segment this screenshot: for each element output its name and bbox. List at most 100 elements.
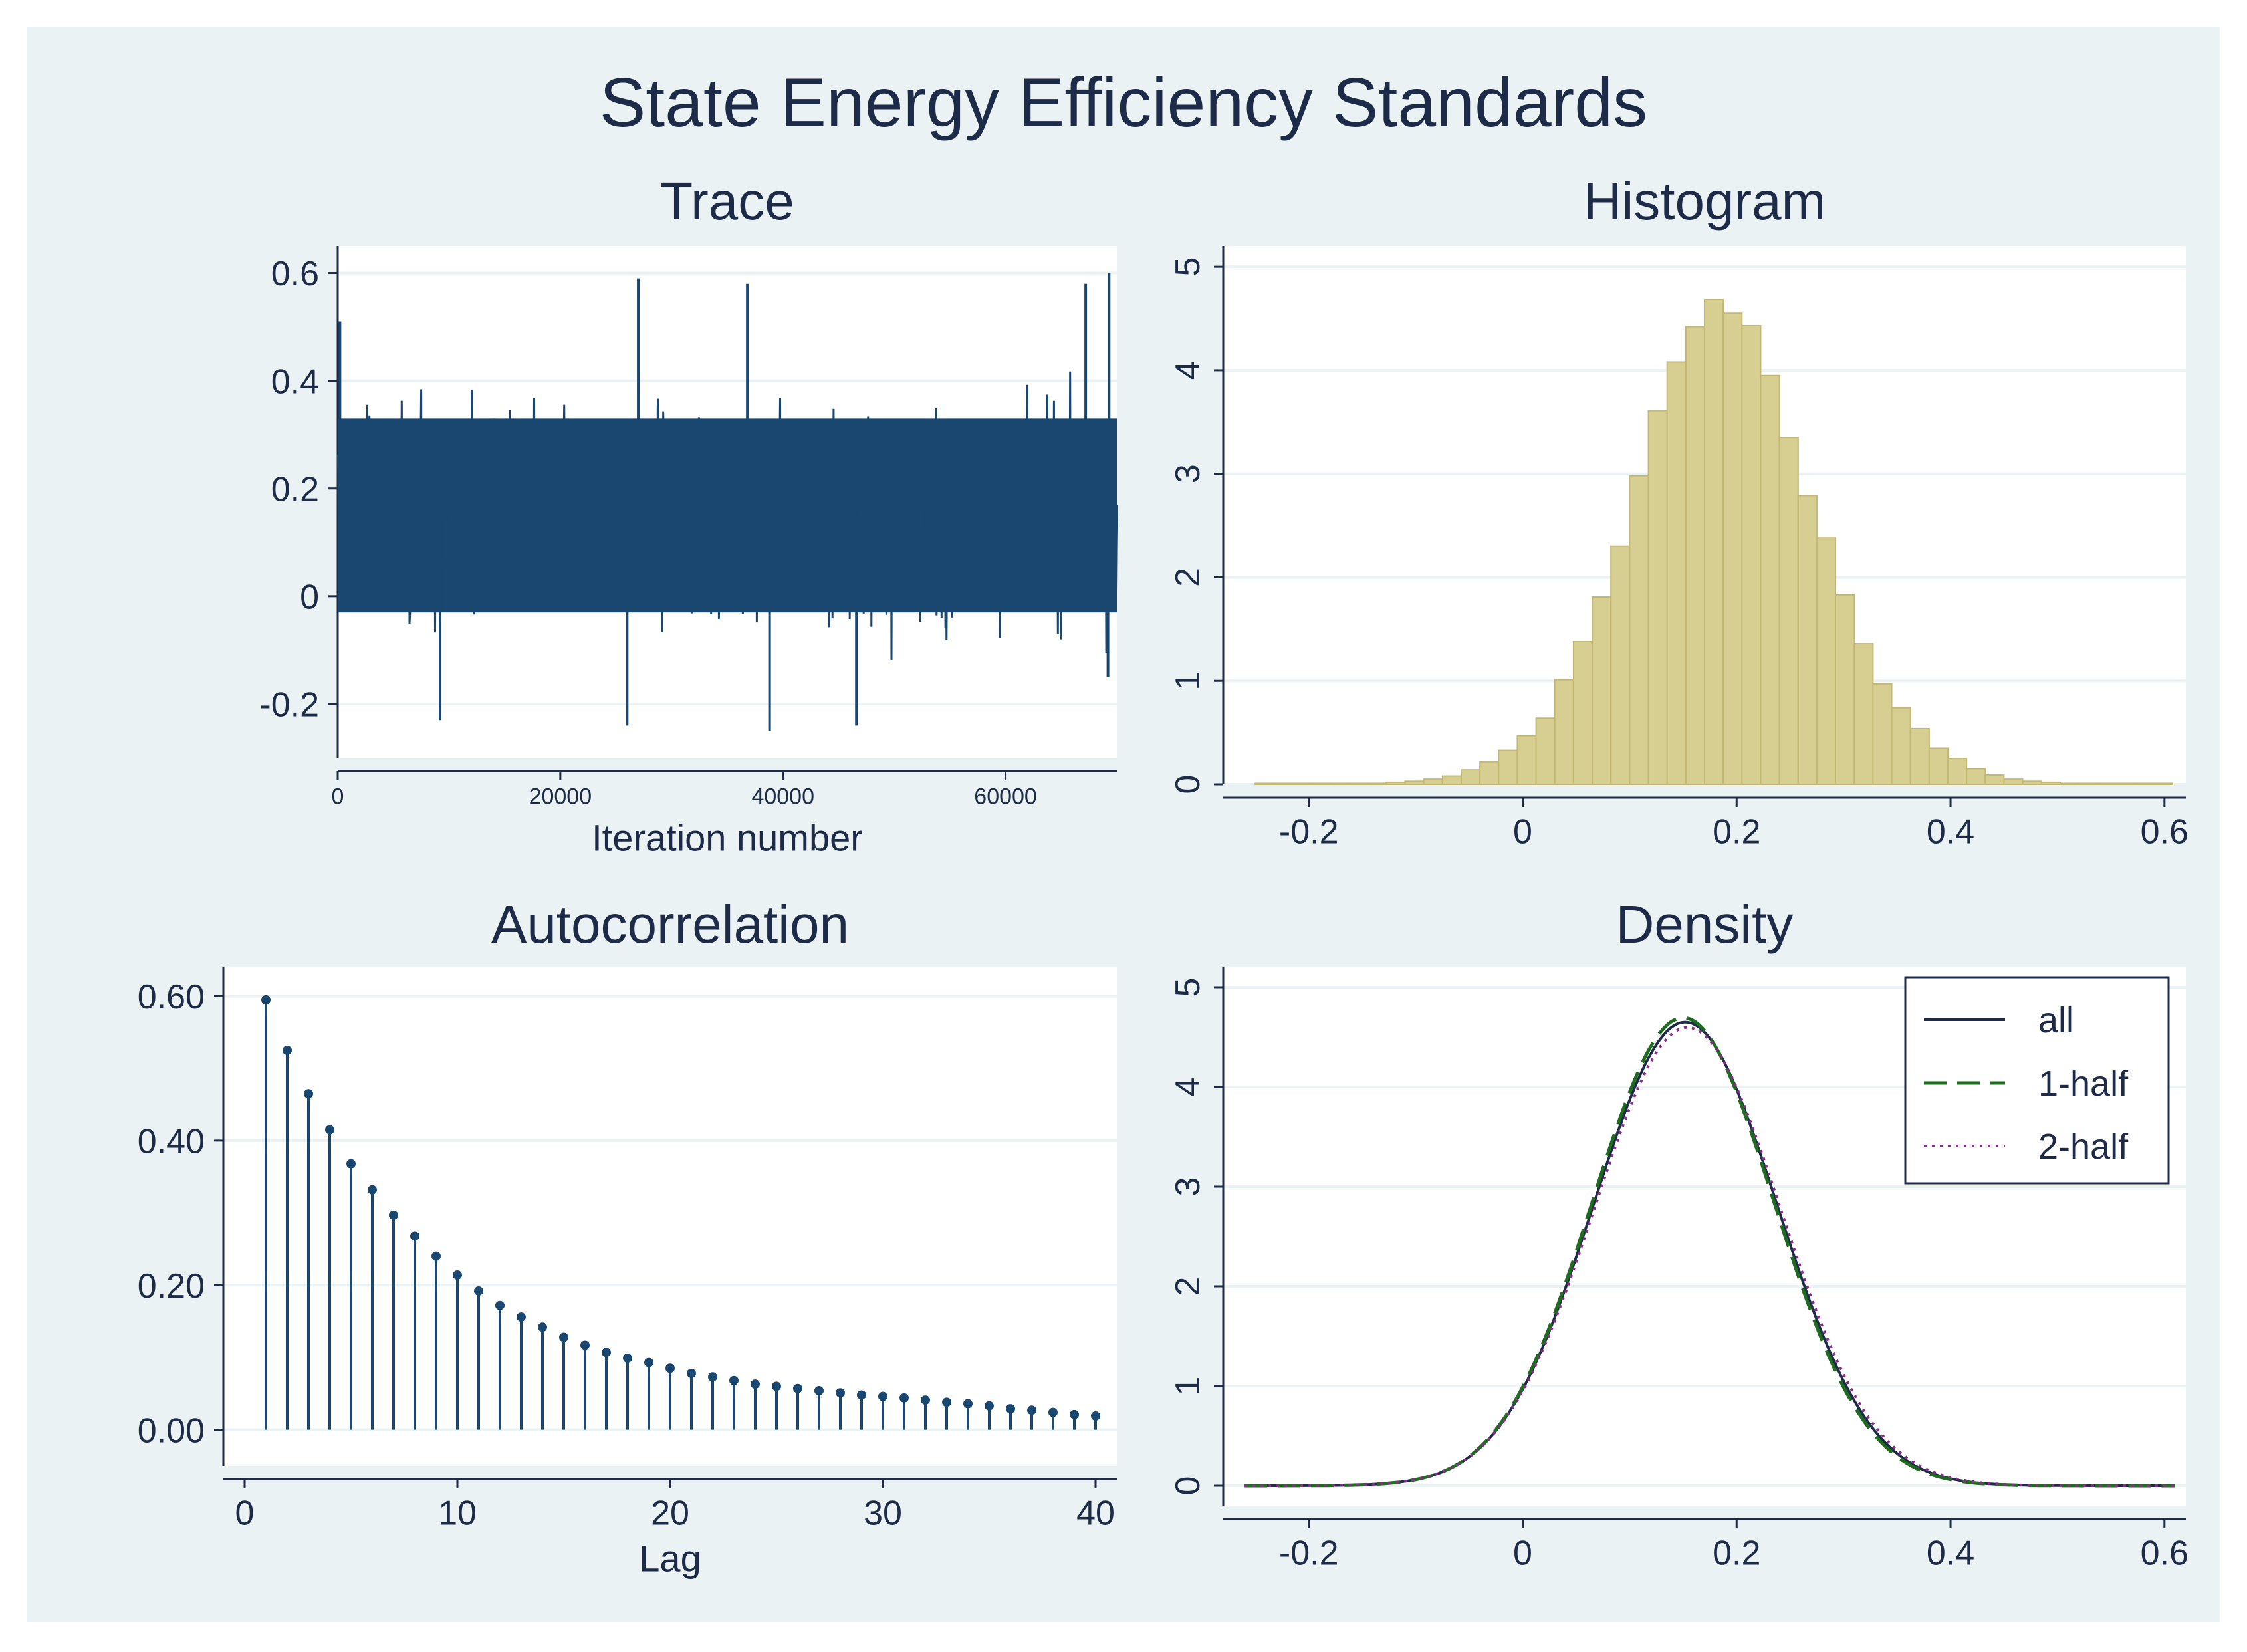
autocorrelation-point <box>410 1231 419 1241</box>
autocorrelation-panel: Autocorrelation 0.00 0.20 0.40 0.60 0 10 20 30 40… <box>138 895 1117 1580</box>
autocorrelation-point <box>857 1390 866 1400</box>
density-line-2-half <box>1244 1026 2175 1487</box>
histogram-bar <box>2115 782 2136 785</box>
histogram-bar <box>2003 778 2024 786</box>
histogram-bar <box>1254 782 1275 785</box>
autocorrelation-point <box>261 995 271 1004</box>
trace-y-tick-label: 0 <box>300 578 319 617</box>
autocorrelation-point <box>623 1354 632 1363</box>
autocorrelation-point <box>942 1397 951 1407</box>
autocorrelation-point <box>729 1375 739 1385</box>
histogram-bar <box>1909 727 1930 786</box>
histogram-x-tick-label: -0.2 <box>1279 813 1339 852</box>
autocorrelation-point <box>878 1391 887 1401</box>
autocorrelation-point <box>985 1401 994 1411</box>
autocorrelation-point <box>644 1357 653 1367</box>
histogram-bar <box>1404 780 1425 785</box>
histogram-bar <box>1423 778 1443 786</box>
legend-label-1-half: 1-half <box>2038 1064 2129 1104</box>
histogram-y-tick-label: 0 <box>1169 775 1207 794</box>
trace-panel: Trace -0.2 0 0.2 0.4 0.6 0 20000 40000 60000 Itera… <box>259 172 1118 859</box>
autocorrelation-point <box>1048 1407 1058 1417</box>
histogram-bar <box>1592 596 1612 785</box>
histogram-bar <box>1741 324 1762 785</box>
autocorrelation-y-tick-label: 0.40 <box>138 1123 205 1161</box>
autocorrelation-point <box>1091 1411 1100 1421</box>
density-y-tick-label: 1 <box>1169 1377 1207 1396</box>
density-title: Density <box>1616 895 1794 954</box>
histogram-bar <box>1310 782 1331 785</box>
histogram-bar <box>1966 768 1986 786</box>
density-x-tick-label: 0 <box>1513 1534 1532 1573</box>
histogram-bar <box>1273 782 1294 785</box>
autocorrelation-point <box>1006 1404 1015 1414</box>
histogram-bar <box>1572 641 1594 785</box>
trace-y-tick-label: 0.2 <box>271 470 319 509</box>
histogram-bar <box>1441 775 1462 785</box>
autocorrelation-point <box>602 1348 611 1357</box>
figure-title: State Energy Efficiency Standards <box>600 64 1647 142</box>
histogram-panel: Histogram 0 1 2 3 4 5 -0.2 0 0.2 0.4 0.6 <box>1169 172 2188 852</box>
histogram-bar <box>1685 326 1706 785</box>
density-y-tick-label: 4 <box>1169 1078 1207 1097</box>
autocorrelation-y-tick-label: 0.00 <box>138 1411 205 1450</box>
histogram-bar <box>1535 717 1556 786</box>
autocorrelation-point <box>687 1368 696 1378</box>
trace-y-tick-label: 0.6 <box>271 255 319 293</box>
autocorrelation-point <box>665 1363 675 1373</box>
autocorrelation-point <box>325 1125 334 1135</box>
density-y-tick-label: 5 <box>1169 978 1207 997</box>
histogram-bar <box>1647 410 1668 785</box>
histogram-bar <box>2040 781 2061 786</box>
histogram-bar <box>1704 299 1724 785</box>
histogram-bar <box>1629 475 1649 785</box>
autocorrelation-point <box>1070 1409 1079 1419</box>
histogram-y-tick-label: 2 <box>1169 568 1207 587</box>
histogram-bar <box>1498 749 1518 786</box>
histogram-bar <box>2022 780 2042 785</box>
autocorrelation-x-tick-label: 20 <box>651 1494 689 1533</box>
histogram-bar <box>1554 679 1574 786</box>
autocorrelation-point <box>346 1159 356 1169</box>
histogram-bar <box>2078 782 2099 785</box>
density-y-tick-label: 0 <box>1169 1476 1207 1496</box>
density-x-tick-label: 0.2 <box>1713 1534 1760 1573</box>
autocorrelation-point <box>1027 1405 1036 1415</box>
autocorrelation-title: Autocorrelation <box>491 895 849 954</box>
autocorrelation-point <box>431 1251 441 1261</box>
autocorrelation-x-tick-label: 30 <box>864 1494 902 1533</box>
autocorrelation-point <box>836 1388 845 1398</box>
histogram-bar <box>1816 537 1837 785</box>
density-y-tick-label: 2 <box>1169 1277 1207 1296</box>
histogram-bar <box>1853 643 1874 786</box>
autocorrelation-point <box>751 1379 760 1389</box>
trace-y-tick-label: -0.2 <box>259 686 319 725</box>
trace-x-tick-label: 60000 <box>974 784 1037 810</box>
histogram-bar <box>1479 761 1500 785</box>
trace-x-tick-label: 40000 <box>751 784 814 810</box>
histogram-bar <box>1348 782 1369 785</box>
density-legend <box>1904 976 2170 1185</box>
histogram-bar <box>1835 594 1855 785</box>
trace-x-axis-label: Iteration number <box>592 817 863 859</box>
autocorrelation-point <box>389 1210 398 1220</box>
histogram-bar <box>1385 781 1406 786</box>
autocorrelation-y-tick-label: 0.60 <box>138 978 205 1016</box>
autocorrelation-point <box>772 1381 781 1391</box>
histogram-bar <box>1722 312 1743 785</box>
histogram-bar <box>1367 782 1387 785</box>
histogram-bar <box>2153 782 2173 785</box>
histogram-bar <box>1872 683 1893 785</box>
histogram-bar <box>2097 782 2117 785</box>
autocorrelation-point <box>921 1395 930 1405</box>
histogram-bar <box>1928 747 1949 785</box>
histogram-bar <box>1329 782 1350 785</box>
autocorrelation-point <box>453 1270 462 1280</box>
histogram-bar <box>1460 769 1481 785</box>
histogram-bar <box>1666 361 1687 785</box>
histogram-bar <box>1292 782 1312 785</box>
histogram-bar <box>1610 545 1631 785</box>
density-panel: Density 0 1 2 3 4 5 -0.2 0 0.2 0.4 0.6 all 1-half 2-ha… <box>1169 895 2188 1573</box>
autocorrelation-point <box>283 1046 292 1055</box>
